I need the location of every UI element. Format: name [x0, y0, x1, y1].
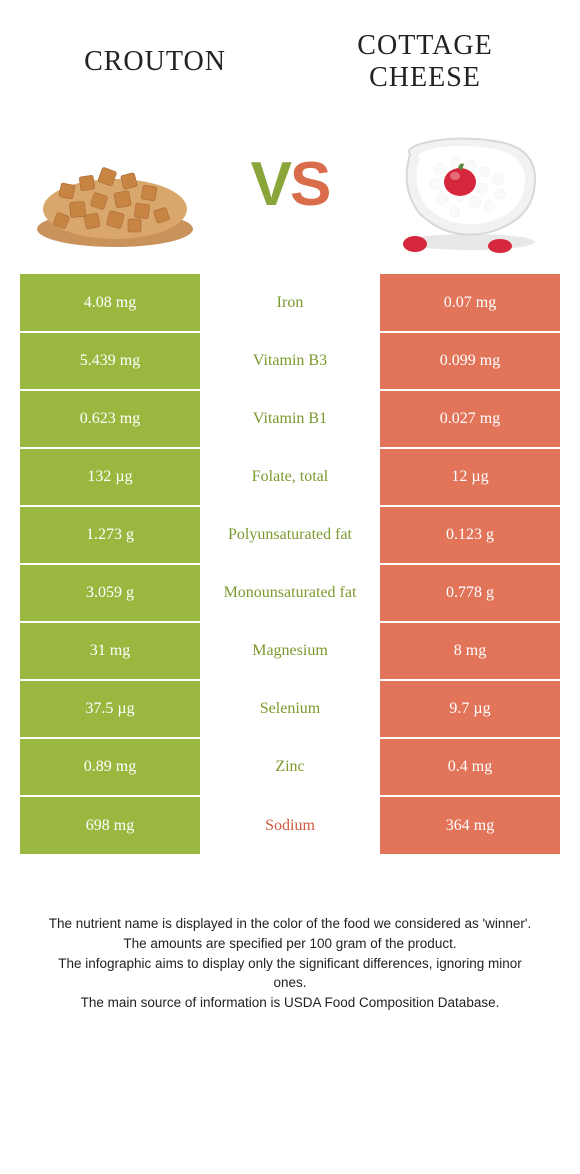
nutrient-name-cell: Vitamin B1 — [200, 390, 380, 448]
nutrient-name-cell: Sodium — [200, 796, 380, 854]
left-value-cell: 5.439 mg — [20, 332, 200, 390]
nutrient-name-cell: Magnesium — [200, 622, 380, 680]
right-value-cell: 0.099 mg — [380, 332, 560, 390]
table-row: 698 mgSodium364 mg — [20, 796, 560, 854]
table-row: 1.273 gPolyunsaturated fat0.123 g — [20, 506, 560, 564]
right-food-title: COTTAGE CHEESE — [315, 30, 535, 94]
crouton-image — [30, 114, 200, 254]
right-value-cell: 0.123 g — [380, 506, 560, 564]
footer-line-3: The infographic aims to display only the… — [40, 954, 540, 993]
footer-line-4: The main source of information is USDA F… — [40, 993, 540, 1013]
nutrient-name-cell: Vitamin B3 — [200, 332, 380, 390]
right-value-cell: 0.07 mg — [380, 274, 560, 332]
right-value-cell: 0.4 mg — [380, 738, 560, 796]
table-row: 0.623 mgVitamin B10.027 mg — [20, 390, 560, 448]
vs-badge: VS — [251, 149, 330, 220]
table-row: 37.5 µgSelenium9.7 µg — [20, 680, 560, 738]
header: CROUTON COTTAGE CHEESE — [0, 0, 580, 104]
nutrient-table: 4.08 mgIron0.07 mg5.439 mgVitamin B30.09… — [20, 274, 560, 854]
right-value-cell: 9.7 µg — [380, 680, 560, 738]
table-row: 3.059 gMonounsaturated fat0.778 g — [20, 564, 560, 622]
left-value-cell: 37.5 µg — [20, 680, 200, 738]
nutrient-name-cell: Selenium — [200, 680, 380, 738]
footer-line-1: The nutrient name is displayed in the co… — [40, 914, 540, 934]
footer-line-2: The amounts are specified per 100 gram o… — [40, 934, 540, 954]
vs-v-letter: V — [251, 150, 290, 219]
left-value-cell: 132 µg — [20, 448, 200, 506]
left-value-cell: 1.273 g — [20, 506, 200, 564]
table-row: 5.439 mgVitamin B30.099 mg — [20, 332, 560, 390]
vs-s-letter: S — [290, 150, 329, 219]
left-value-cell: 31 mg — [20, 622, 200, 680]
images-row: VS — [0, 104, 580, 274]
right-value-cell: 12 µg — [380, 448, 560, 506]
left-value-cell: 3.059 g — [20, 564, 200, 622]
right-value-cell: 0.027 mg — [380, 390, 560, 448]
right-value-cell: 364 mg — [380, 796, 560, 854]
left-value-cell: 0.623 mg — [20, 390, 200, 448]
table-row: 0.89 mgZinc0.4 mg — [20, 738, 560, 796]
nutrient-name-cell: Iron — [200, 274, 380, 332]
nutrient-name-cell: Monounsaturated fat — [200, 564, 380, 622]
nutrient-name-cell: Folate, total — [200, 448, 380, 506]
cottage-cheese-image — [380, 114, 550, 254]
table-row: 31 mgMagnesium8 mg — [20, 622, 560, 680]
right-value-cell: 0.778 g — [380, 564, 560, 622]
left-value-cell: 0.89 mg — [20, 738, 200, 796]
footer-notes: The nutrient name is displayed in the co… — [0, 854, 580, 1042]
table-row: 4.08 mgIron0.07 mg — [20, 274, 560, 332]
nutrient-name-cell: Zinc — [200, 738, 380, 796]
right-value-cell: 8 mg — [380, 622, 560, 680]
left-food-title: CROUTON — [45, 46, 265, 78]
nutrient-name-cell: Polyunsaturated fat — [200, 506, 380, 564]
left-value-cell: 698 mg — [20, 796, 200, 854]
left-value-cell: 4.08 mg — [20, 274, 200, 332]
table-row: 132 µgFolate, total12 µg — [20, 448, 560, 506]
